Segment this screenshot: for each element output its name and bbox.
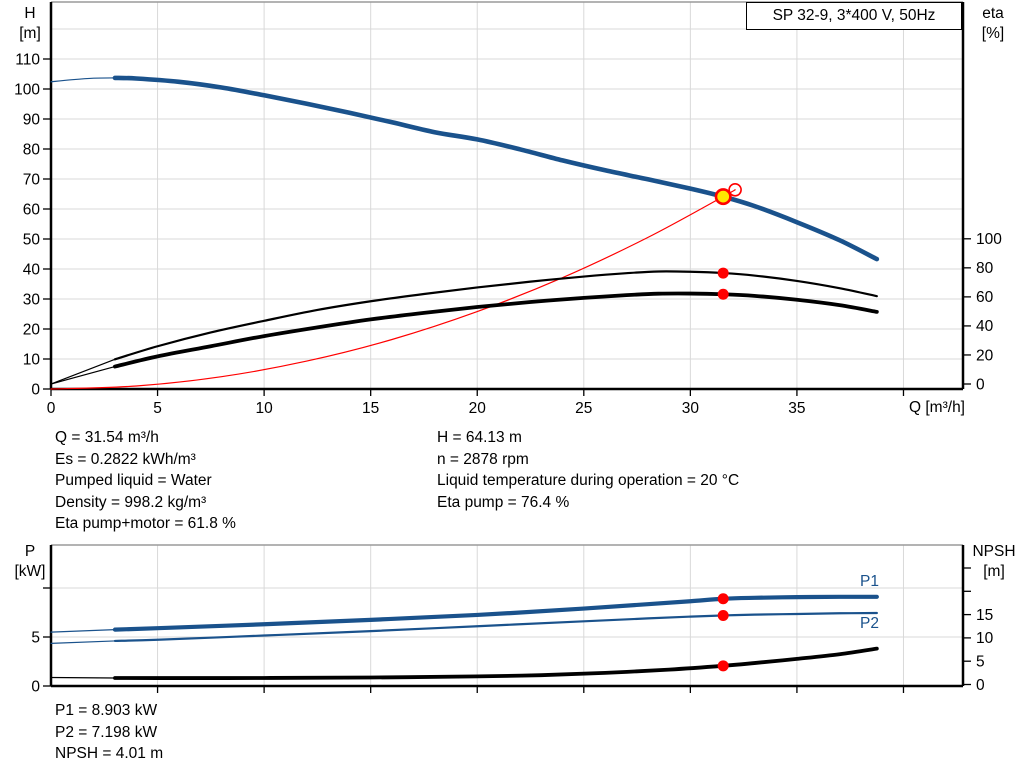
info-es: Es = 0.2822 kWh/m³	[55, 450, 196, 468]
x-axis-tick-label: 25	[575, 400, 592, 417]
npsh-curve	[113, 646, 879, 680]
left-axis-tick-label: 90	[23, 111, 41, 128]
p-axis-title: P [kW]	[8, 542, 52, 582]
x-axis-tick-label: 10	[255, 400, 273, 417]
right-axis-tick-label: 40	[976, 318, 994, 335]
left-axis-tick-label: 50	[23, 231, 41, 248]
left-axis-tick-label: 20	[23, 321, 41, 338]
p2-duty-dot	[717, 609, 729, 621]
eta-pump-thin	[50, 358, 116, 385]
eta-pump-motor	[113, 291, 879, 369]
right-axis-tick-label: 15	[976, 607, 993, 624]
info-p1: P1 = 8.903 kW	[55, 702, 158, 719]
eta-pump-motor-duty-dot	[717, 288, 729, 300]
right-axis-tick-label: 5	[976, 654, 985, 671]
q-axis-title: Q [m³/h]	[909, 399, 965, 416]
info-liquid-temperature: Liquid temperature during operation = 20…	[437, 472, 740, 490]
h-axis-title-line1: H	[24, 5, 36, 22]
left-axis-tick-label: 0	[31, 381, 40, 398]
x-axis-tick-label: 0	[47, 400, 56, 417]
left-axis-tick-label: 100	[14, 81, 40, 98]
eta-axis-title-line1: eta	[982, 5, 1004, 22]
x-axis-tick-label: 15	[362, 400, 379, 417]
left-axis-tick-label: 70	[23, 171, 41, 188]
info-n: n = 2878 rpm	[437, 450, 529, 468]
left-axis-tick-label: 110	[15, 51, 40, 68]
npsh-axis-title: NPSH [m]	[964, 542, 1024, 582]
info-p2: P2 = 7.198 kW	[55, 723, 158, 741]
head-curve	[112, 75, 880, 262]
left-axis-tick-label: 0	[31, 678, 40, 695]
info-npsh: NPSH = 4.01 m	[55, 745, 164, 763]
h-axis-title-line2: [m]	[19, 25, 41, 42]
p1-curve-thin	[50, 629, 116, 633]
p-axis-title-line1: P	[24, 543, 36, 560]
x-axis-tick-label: 30	[682, 400, 700, 417]
system-curve	[50, 189, 736, 390]
info-h: H = 64.13 m	[437, 429, 522, 446]
p1-duty-dot	[717, 593, 729, 605]
h-axis-title: H [m]	[8, 4, 52, 44]
right-axis-tick-label: 10	[976, 630, 994, 647]
requested-duty-marker	[728, 183, 742, 197]
head-curve-thin	[50, 77, 116, 83]
p2-curve	[113, 611, 878, 643]
right-axis-tick-label: 0	[976, 376, 985, 393]
npsh-axis-title-line2: [m]	[983, 563, 1005, 580]
left-axis-tick-label: 40	[23, 261, 41, 278]
p1-curve	[112, 594, 879, 632]
eta-axis-title: eta [%]	[970, 4, 1016, 44]
right-axis-tick-label: 20	[976, 347, 994, 364]
x-axis-tick-label: 5	[153, 400, 162, 417]
eta-axis-title-line2: [%]	[981, 25, 1005, 42]
left-axis-tick-label: 80	[23, 141, 41, 158]
duty-point-marker	[714, 188, 732, 206]
npsh-axis-title-line1: NPSH	[972, 543, 1016, 560]
right-axis-tick-label: 100	[976, 231, 1002, 248]
duty-info-bottom-block: P1 = 8.903 kW P2 = 7.198 kW NPSH = 4.01 …	[55, 700, 163, 765]
p-axis-title-line2: [kW]	[14, 563, 46, 580]
left-axis-tick-label: 10	[23, 351, 41, 368]
eta-pump-motor-thin	[50, 365, 116, 385]
left-axis-tick-label: 5	[31, 629, 40, 646]
info-pumped-liquid: Pumped liquid = Water	[55, 472, 212, 490]
npsh-duty-dot	[717, 660, 729, 672]
info-eta-pump-motor: Eta pump+motor = 61.8 %	[55, 515, 236, 533]
right-axis-tick-label: 80	[976, 260, 994, 277]
p1-curve-label: P1	[860, 573, 879, 590]
right-axis-tick-label: 60	[976, 289, 994, 306]
left-axis-tick-label: 30	[23, 291, 41, 308]
x-axis-tick-label: 35	[788, 400, 805, 417]
p2-curve-thin	[50, 640, 116, 644]
eta-pump	[113, 270, 878, 361]
info-density: Density = 998.2 kg/m³	[55, 493, 207, 511]
duty-info-left-column: Q = 31.54 m³/h Es = 0.2822 kWh/m³ Pumped…	[55, 427, 236, 535]
info-q: Q = 31.54 m³/h	[55, 429, 159, 446]
duty-info-right-column: H = 64.13 m n = 2878 rpm Liquid temperat…	[437, 427, 739, 513]
p2-curve-label: P2	[860, 615, 879, 632]
right-axis-tick-label: 0	[976, 677, 985, 694]
pump-type-box: SP 32-9, 3*400 V, 50Hz	[746, 2, 962, 30]
x-axis-tick-label: 20	[469, 400, 487, 417]
left-axis-tick-label: 60	[23, 201, 41, 218]
eta-pump-duty-dot	[717, 267, 729, 279]
info-eta-pump: Eta pump = 76.4 %	[437, 493, 570, 511]
